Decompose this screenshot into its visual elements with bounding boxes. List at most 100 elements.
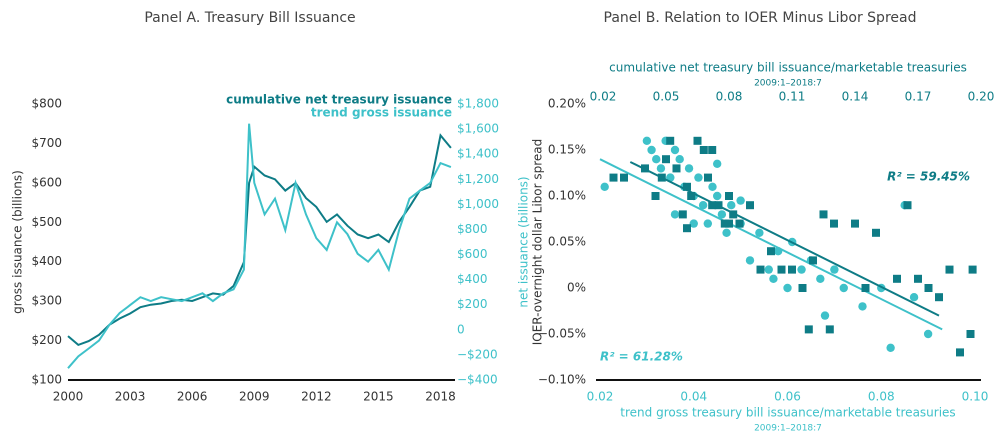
series-line	[67, 123, 452, 369]
point	[816, 274, 825, 283]
y2-tick-label: −$200	[457, 347, 498, 361]
point	[861, 284, 870, 292]
point	[670, 145, 680, 155]
point	[769, 274, 778, 283]
point	[830, 219, 838, 228]
trendline	[599, 158, 943, 331]
point	[903, 201, 912, 210]
point	[798, 284, 807, 292]
point	[872, 228, 880, 237]
point	[764, 265, 773, 274]
x2-tick-label: 0.02	[590, 90, 617, 104]
point	[783, 283, 792, 293]
point	[924, 284, 933, 292]
y-tick-label: 0.15%	[548, 143, 586, 157]
point	[819, 210, 828, 219]
legend-entry: trend gross issuance	[311, 106, 452, 120]
y2-tick-label: $600	[457, 247, 488, 261]
x-tick-label: 0.04	[680, 390, 707, 404]
y-tick-label: $600	[31, 175, 62, 189]
point	[672, 164, 681, 173]
point	[704, 173, 712, 182]
point	[858, 302, 867, 311]
point	[839, 283, 848, 293]
point	[712, 191, 722, 201]
point	[914, 274, 922, 283]
point	[683, 224, 691, 233]
point	[687, 192, 696, 200]
x2-axis-subtitle: 2009:1–2018:7	[754, 79, 822, 89]
x-tick-label: 0.08	[868, 390, 895, 404]
x2-tick-label: 0.05	[653, 90, 680, 104]
point	[708, 201, 717, 210]
y2-tick-label: $800	[457, 222, 488, 236]
point	[956, 348, 964, 357]
point	[886, 343, 895, 352]
y2-tick-label: $1,800	[457, 97, 499, 111]
point	[656, 164, 666, 173]
legend-entry: cumulative net treasury issuance	[226, 93, 452, 107]
y-tick-label: 0.20%	[548, 97, 586, 111]
point	[825, 325, 834, 334]
x-tick-label: 2018	[425, 390, 456, 404]
point	[642, 136, 652, 145]
y-tick-label: 0%	[567, 281, 586, 295]
point	[966, 330, 975, 338]
x2-tick-label: 0.11	[779, 90, 806, 104]
point	[755, 228, 764, 237]
x-tick-label: 2009	[239, 390, 270, 404]
point	[698, 201, 708, 210]
point	[809, 256, 817, 265]
point	[725, 192, 733, 200]
x2-tick-label: 0.17	[905, 90, 932, 104]
point	[767, 247, 775, 256]
point	[830, 265, 839, 274]
point	[745, 256, 755, 265]
point	[935, 293, 943, 302]
point	[720, 219, 729, 228]
point	[804, 325, 813, 334]
point	[945, 265, 954, 274]
x-axis-label: trend gross treasury bill issuance/marke…	[620, 406, 955, 420]
x-tick-label: 0.10	[962, 390, 989, 404]
y2-tick-label: −$400	[457, 373, 498, 387]
x2-tick-label: 0.20	[968, 90, 995, 104]
y2-tick-label: $1,000	[457, 197, 499, 211]
trendline	[629, 161, 940, 317]
point	[708, 146, 717, 154]
point	[689, 219, 698, 228]
point	[651, 192, 660, 200]
point	[725, 219, 733, 228]
point	[699, 146, 708, 154]
r-squared-label: R² = 61.28%	[600, 350, 683, 364]
y-tick-label: 0.05%	[548, 235, 586, 249]
point	[777, 265, 786, 274]
point	[923, 329, 933, 339]
point	[678, 210, 687, 219]
point	[703, 219, 713, 228]
point	[675, 155, 684, 164]
point	[968, 265, 977, 274]
panel-a-title: Panel A. Treasury Bill Issuance	[144, 10, 355, 26]
point	[652, 155, 661, 164]
y2-tick-label: $1,400	[457, 147, 499, 161]
y-tick-label: $300	[31, 294, 62, 308]
point	[620, 173, 628, 182]
point	[788, 265, 796, 274]
y-axis-label: gross issuance (billions)	[11, 170, 25, 314]
x-tick-label: 2015	[363, 390, 394, 404]
point	[893, 274, 901, 283]
point	[666, 136, 675, 145]
x-axis-subtitle: 2009:1–2018:7	[754, 424, 822, 434]
y-tick-label: −0.05%	[538, 327, 586, 341]
point	[909, 293, 919, 302]
panel-b-title: Panel B. Relation to IOER Minus Libor Sp…	[604, 10, 917, 26]
point	[722, 228, 731, 237]
x-tick-label: 2003	[115, 390, 146, 404]
y-tick-label: $100	[31, 373, 62, 387]
r-squared-label: R² = 59.45%	[887, 170, 970, 184]
x2-tick-label: 0.08	[716, 90, 743, 104]
point	[609, 173, 618, 182]
x-tick-label: 0.06	[774, 390, 801, 404]
